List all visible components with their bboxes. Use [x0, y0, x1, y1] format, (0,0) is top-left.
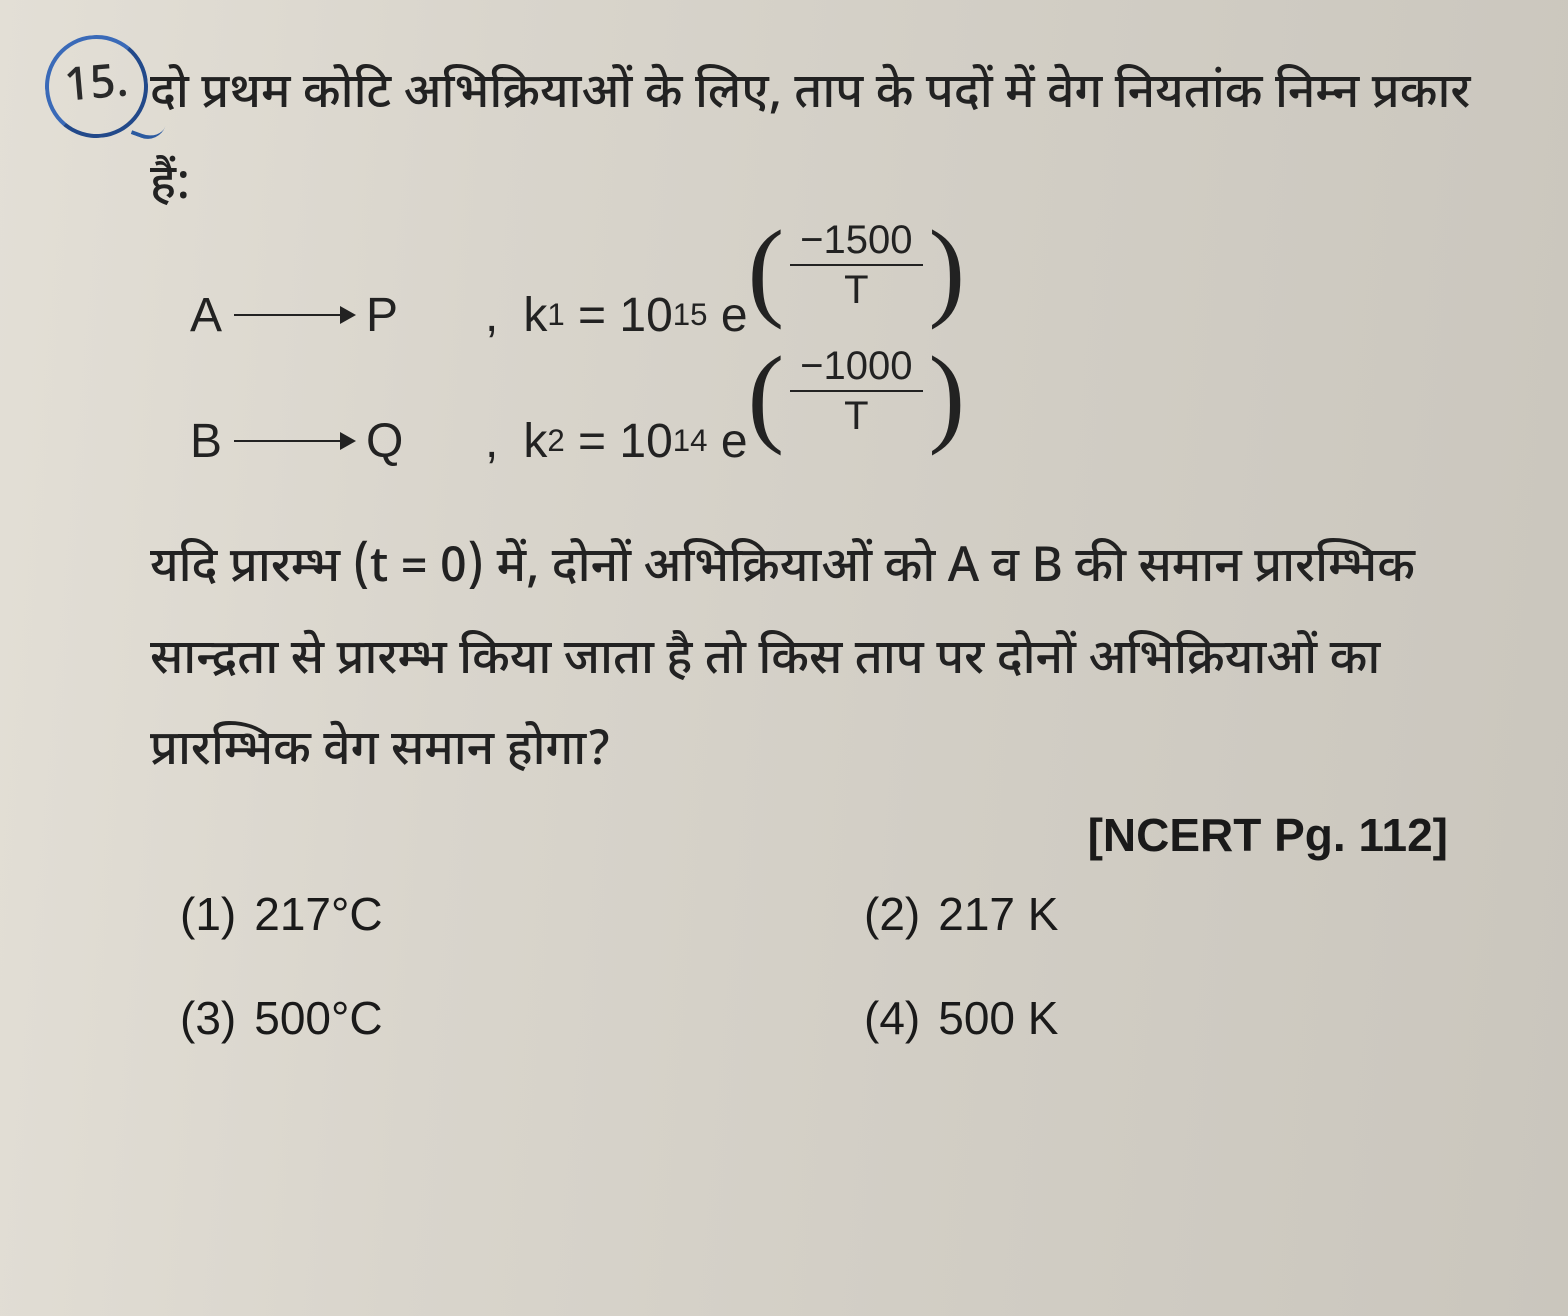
- option-text-1: 217°C: [254, 887, 382, 941]
- arrow-icon: [234, 440, 354, 442]
- reaction-2: B Q: [190, 414, 470, 469]
- options-grid: (1) 217°C (2) 217 K (3) 500°C (4) 500 K: [180, 887, 1488, 1045]
- exponent-1: ( −1500 T ): [748, 222, 966, 318]
- reactant-1: A: [190, 288, 222, 343]
- question-number: 15.: [62, 54, 131, 119]
- rate-expression-2: k2 = 1014 e ( −1000 T ): [523, 393, 965, 489]
- right-paren-icon: ): [929, 351, 966, 439]
- question-number-circle: 15.: [41, 31, 153, 143]
- equation-row-2: B Q , k2 = 1014 e ( −1000 T ): [190, 393, 1488, 489]
- e-symbol: e: [708, 288, 748, 343]
- rate-symbol-1: k: [523, 288, 547, 343]
- equals-sign: =: [565, 414, 620, 469]
- rate-symbol-2: k: [523, 414, 547, 469]
- e-symbol: e: [708, 414, 748, 469]
- left-paren-icon: (: [748, 225, 785, 313]
- option-1: (1) 217°C: [180, 887, 804, 941]
- option-num-1: (1): [180, 887, 236, 941]
- preexp-base-2: 10: [619, 414, 672, 469]
- scanned-page: 15. दो प्रथम कोटि अभिक्रियाओं के लिए, ता…: [0, 0, 1568, 1316]
- option-3: (3) 500°C: [180, 991, 804, 1045]
- equals-sign: =: [565, 288, 620, 343]
- option-num-2: (2): [864, 887, 920, 941]
- separator-comma: ,: [485, 288, 498, 343]
- option-num-4: (4): [864, 991, 920, 1045]
- option-text-4: 500 K: [938, 991, 1058, 1045]
- right-paren-icon: ): [929, 225, 966, 313]
- rate-sub-1: 1: [547, 297, 564, 333]
- ncert-reference: [NCERT Pg. 112]: [150, 808, 1448, 862]
- separator-comma: ,: [485, 414, 498, 469]
- rate-sub-2: 2: [547, 423, 564, 459]
- option-text-3: 500°C: [254, 991, 382, 1045]
- question-paragraph-2: यदि प्रारम्भ (t = 0) में, दोनों अभिक्रिय…: [150, 524, 1488, 798]
- fraction-2: −1000 T: [790, 344, 922, 438]
- frac-num-2: −1000: [790, 344, 922, 392]
- preexp-power-1: 15: [673, 297, 708, 333]
- question-paragraph-1: दो प्रथम कोटि अभिक्रियाओं के लिए, ताप के…: [150, 50, 1488, 232]
- option-2: (2) 217 K: [864, 887, 1488, 941]
- option-4: (4) 500 K: [864, 991, 1488, 1045]
- reactant-2: B: [190, 414, 222, 469]
- exponent-2: ( −1000 T ): [748, 348, 966, 444]
- fraction-1: −1500 T: [790, 218, 922, 312]
- option-text-2: 217 K: [938, 887, 1058, 941]
- product-1: P: [366, 288, 398, 343]
- option-num-3: (3): [180, 991, 236, 1045]
- equations-block: A P , k1 = 1015 e ( −1500 T ): [190, 267, 1488, 489]
- preexp-base-1: 10: [619, 288, 672, 343]
- preexp-power-2: 14: [673, 423, 708, 459]
- frac-den-1: T: [844, 266, 868, 312]
- frac-den-2: T: [844, 392, 868, 438]
- frac-num-1: −1500: [790, 218, 922, 266]
- arrow-icon: [234, 314, 354, 316]
- reaction-1: A P: [190, 288, 470, 343]
- product-2: Q: [366, 414, 403, 469]
- left-paren-icon: (: [748, 351, 785, 439]
